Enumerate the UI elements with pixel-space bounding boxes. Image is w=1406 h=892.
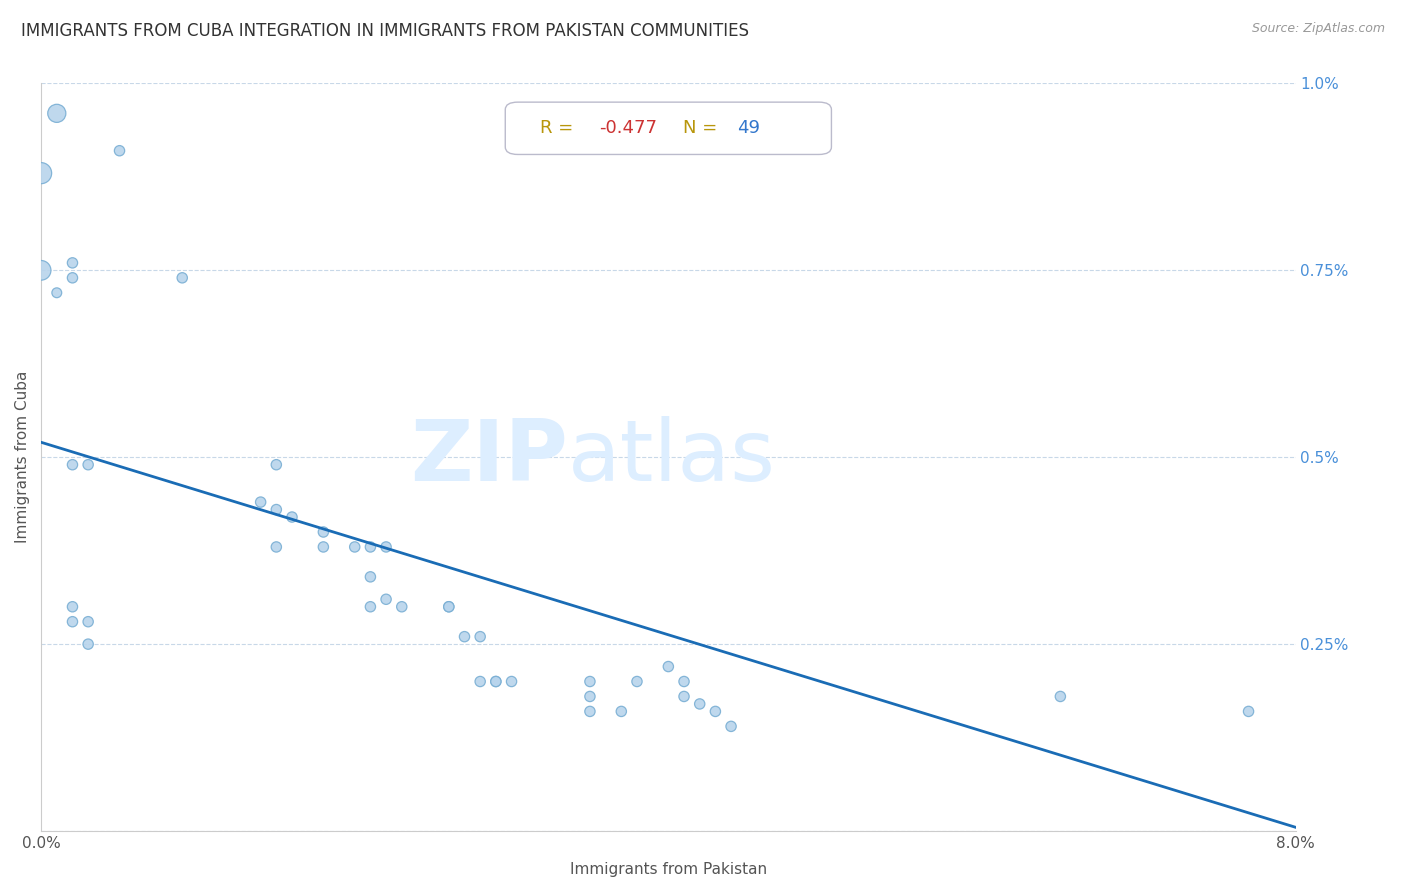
Point [375,592,398,607]
Point [30,166,52,180]
X-axis label: Immigrants from Pakistan: Immigrants from Pakistan [569,862,766,877]
Point [579,705,602,719]
Point [470,630,492,644]
Point [673,690,696,704]
Point [485,674,508,689]
Point [579,690,602,704]
Point [1049,690,1071,704]
Point [62,458,84,472]
Point [266,458,288,472]
Point [485,674,508,689]
Point [470,674,492,689]
Point [108,144,131,158]
Text: R =: R = [540,120,579,137]
Text: IMMIGRANTS FROM CUBA INTEGRATION IN IMMIGRANTS FROM PAKISTAN COMMUNITIES: IMMIGRANTS FROM CUBA INTEGRATION IN IMMI… [21,22,749,40]
Point [437,599,460,614]
Text: N =: N = [683,120,724,137]
Point [62,615,84,629]
Point [281,510,304,524]
Point [266,502,288,516]
Point [689,697,711,711]
Text: ZIP: ZIP [411,416,568,499]
Point [62,270,84,285]
Point [626,674,648,689]
Point [172,270,194,285]
Text: atlas: atlas [568,416,776,499]
Point [359,599,381,614]
Point [343,540,366,554]
Point [77,615,100,629]
Text: Source: ZipAtlas.com: Source: ZipAtlas.com [1251,22,1385,36]
Point [657,659,679,673]
Point [266,540,288,554]
Point [77,458,100,472]
Point [359,570,381,584]
FancyBboxPatch shape [505,102,831,154]
Point [1237,705,1260,719]
Point [312,524,335,539]
Point [673,674,696,689]
Text: 49: 49 [737,120,761,137]
Point [249,495,271,509]
Point [610,705,633,719]
Point [579,674,602,689]
Text: -0.477: -0.477 [599,120,658,137]
Point [30,263,52,277]
Point [45,285,67,300]
Point [501,674,523,689]
Point [704,705,727,719]
Point [437,599,460,614]
Point [62,599,84,614]
Y-axis label: Immigrants from Cuba: Immigrants from Cuba [15,371,30,543]
Point [391,599,413,614]
Point [77,637,100,651]
Point [375,540,398,554]
Point [720,719,742,733]
Point [45,106,67,120]
Point [453,630,475,644]
Point [62,256,84,270]
Point [312,540,335,554]
Point [359,540,381,554]
